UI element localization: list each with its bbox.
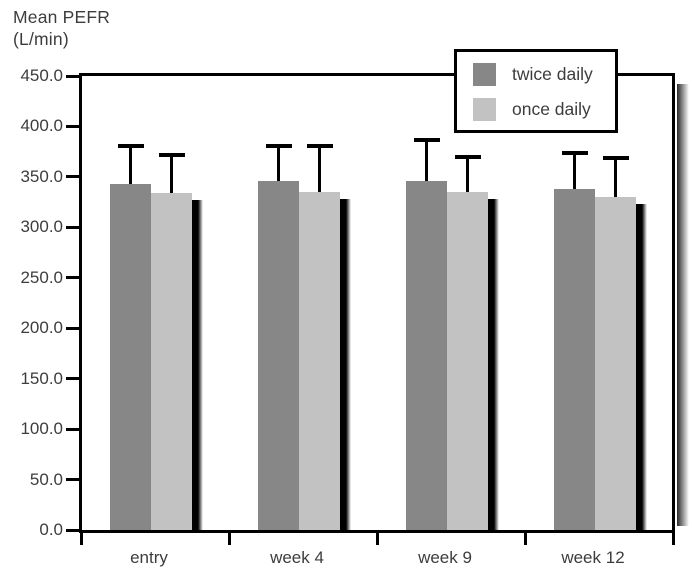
y-axis-tick [66,225,80,229]
error-bar-line [573,152,576,189]
bar-twice-daily [554,188,595,530]
x-axis-category-label: week 4 [270,548,324,567]
bar-once-daily [151,193,192,530]
error-bar-line [614,157,617,198]
y-axis-tick-label: 50.0 [29,469,63,489]
y-axis-title-line1: Mean PEFR [13,7,111,27]
x-axis-tick [671,530,675,545]
y-axis-tick-label: 150.0 [20,368,63,388]
x-axis-tick [523,530,527,545]
y-axis-tick [66,427,80,431]
error-bar-cap [306,143,333,148]
bar-group-drop-shadow [192,200,203,530]
y-axis-tick-label: 400.0 [20,116,63,136]
y-axis-title-line2: (L/min) [13,29,69,49]
error-bar-cap [158,152,185,157]
bar-once-daily [447,192,488,530]
legend-label-twice-daily: twice daily [512,64,593,84]
y-axis-tick-label: 300.0 [20,217,63,237]
x-axis-tick [375,530,379,545]
y-axis-tick [66,175,80,179]
error-bar-line [318,145,321,193]
bar-once-daily [299,192,340,530]
bar-once-daily [595,197,636,530]
legend-item-once-daily: once daily [473,98,591,121]
bar-group-drop-shadow [636,204,647,530]
error-bar-line [129,145,132,184]
legend-item-twice-daily: twice daily [473,63,593,86]
y-axis-tick [66,74,80,78]
x-axis-category-label: week 9 [418,548,472,567]
y-axis-tick-label: 0.0 [39,520,63,539]
y-axis-tick-label: 350.0 [20,166,63,186]
bar-twice-daily [406,180,447,530]
legend: twice daily once daily [454,49,618,133]
bar-twice-daily [258,180,299,530]
x-axis-tick [227,530,231,545]
y-axis-tick-label: 200.0 [20,318,63,338]
twice-daily-swatch [473,63,496,86]
error-bar-cap [413,137,440,142]
x-axis-category-label: week 12 [561,548,625,567]
y-axis-tick [66,326,80,330]
once-daily-swatch [473,98,496,121]
bar-group-drop-shadow [488,199,499,530]
error-bar-line [425,139,428,181]
error-bar-cap [561,150,588,155]
x-axis-category-label: entry [130,548,168,567]
y-axis-tick [66,528,80,532]
bar-group-drop-shadow [340,199,351,530]
y-axis-tick [66,478,80,482]
error-bar-cap [117,143,144,148]
error-bar-line [466,156,469,192]
y-axis-tick-label: 250.0 [20,267,63,287]
y-axis-tick [66,124,80,128]
y-axis-tick [66,377,80,381]
y-axis-tick-label: 450.0 [20,66,63,85]
y-axis-tick-label: 100.0 [20,419,63,439]
bar-twice-daily [110,183,151,530]
legend-label-once-daily: once daily [512,99,591,119]
error-bar-line [170,154,173,194]
y-axis-title: Mean PEFR (L/min) [13,6,110,50]
y-axis-tick [66,276,80,280]
error-bar-line [277,145,280,181]
error-bar-cap [602,155,629,160]
plot-drop-shadow [677,84,689,526]
x-axis-tick [79,530,83,545]
error-bar-cap [454,154,481,159]
error-bar-cap [265,143,292,148]
